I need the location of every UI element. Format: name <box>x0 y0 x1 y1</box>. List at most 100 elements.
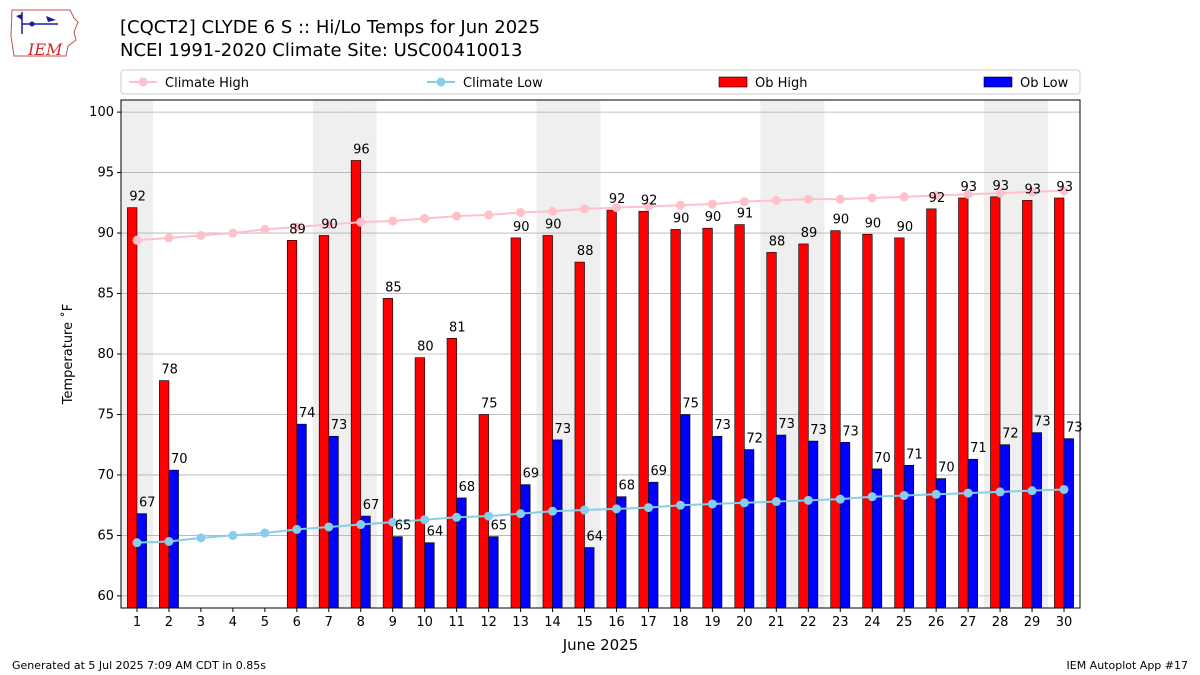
ob-low-value-label: 65 <box>395 519 412 534</box>
x-tick-label: 26 <box>928 615 945 630</box>
ob-high-bar <box>382 298 394 609</box>
ob-high-bar <box>670 229 681 609</box>
ob-high-bar <box>1022 200 1033 609</box>
ob-low-value-label: 70 <box>171 452 188 467</box>
y-tick-label: 80 <box>97 347 114 362</box>
x-tick-label: 14 <box>544 615 561 630</box>
ob-high-value-label: 90 <box>705 210 722 225</box>
climate-high-point <box>484 210 494 220</box>
x-tick-label: 29 <box>1024 615 1041 630</box>
ob-low-value-label: 74 <box>299 406 316 421</box>
ob-high-value-label: 90 <box>865 216 882 231</box>
climate-low-point <box>771 497 781 507</box>
ob-high-value-label: 89 <box>289 222 306 237</box>
ob-low-value-label: 73 <box>331 418 348 433</box>
climate-high-point <box>292 222 302 232</box>
climate-high-point <box>132 235 142 245</box>
ob-low-bar <box>776 434 787 609</box>
ob-high-bar <box>127 207 138 609</box>
x-tick-label: 23 <box>832 615 849 630</box>
ob-high-bar <box>159 380 170 609</box>
legend-swatch-ob-high <box>718 76 748 88</box>
ob-low-value-label: 67 <box>363 498 380 513</box>
ob-high-value-label: 93 <box>1056 180 1073 195</box>
x-tick-label: 9 <box>389 615 397 630</box>
climate-low-point <box>420 515 430 525</box>
climate-low-point <box>164 536 174 546</box>
ob-low-value-label: 75 <box>682 396 699 411</box>
climate-high-line <box>136 189 1065 242</box>
ob-low-bar <box>424 542 435 609</box>
ob-high-bar <box>542 235 553 609</box>
ob-high-bar <box>734 224 745 609</box>
ob-high-bar <box>1054 197 1065 609</box>
ob-low-bar <box>296 423 307 609</box>
ob-high-value-label: 78 <box>161 363 178 378</box>
climate-high-point <box>420 214 430 224</box>
ob-high-value-label: 92 <box>929 191 946 206</box>
ob-low-value-label: 67 <box>139 496 156 511</box>
ob-high-value-label: 90 <box>321 217 338 232</box>
climate-high-point <box>1059 186 1069 196</box>
climate-low-point <box>835 494 845 504</box>
x-tick-label: 3 <box>197 615 205 630</box>
y-tick-label: 95 <box>97 166 114 181</box>
ob-low-value-label: 73 <box>555 422 572 437</box>
ob-low-bar <box>328 435 339 609</box>
ob-high-bar <box>926 208 937 609</box>
x-tick-label: 21 <box>768 615 785 630</box>
ob-high-value-label: 93 <box>1024 182 1041 197</box>
ob-low-value-label: 73 <box>714 418 731 433</box>
x-tick-label: 27 <box>960 615 977 630</box>
climate-low-point <box>1059 484 1069 494</box>
climate-high-point <box>643 201 653 211</box>
legend-marker-climate-high <box>138 77 148 87</box>
ob-high-value-label: 75 <box>481 396 498 411</box>
ob-high-bar <box>478 414 489 609</box>
x-tick-label: 16 <box>608 615 625 630</box>
legend-marker-climate-low <box>436 77 446 87</box>
climate-low-point <box>643 503 653 513</box>
x-tick-label: 11 <box>448 615 465 630</box>
ob-high-value-label: 93 <box>992 179 1009 194</box>
generated-timestamp: Generated at 5 Jul 2025 7:09 AM CDT in 0… <box>12 659 266 672</box>
ob-high-bar <box>318 235 330 609</box>
legend: Climate High Climate Low Ob High Ob Low <box>120 69 1081 95</box>
climate-lines <box>132 186 1069 548</box>
ob-high-value-label: 90 <box>673 211 690 226</box>
ob-low-value-label: 70 <box>938 461 955 476</box>
legend-label-climate-high: Climate High <box>165 76 249 91</box>
climate-high-point <box>931 191 941 201</box>
ob-low-bar <box>136 513 147 609</box>
ob-high-value-label: 91 <box>737 207 754 222</box>
legend-label-ob-high: Ob High <box>755 76 808 91</box>
climate-high-point <box>771 195 781 205</box>
ob-low-value-label: 73 <box>778 417 795 432</box>
y-axis-label: Temperature ˚F <box>60 304 76 405</box>
iem-logo: IEM <box>8 6 82 60</box>
x-tick-label: 19 <box>704 615 721 630</box>
ob-low-bar <box>839 441 851 609</box>
legend-label-climate-low: Climate Low <box>463 76 543 91</box>
ob-low-bar <box>552 439 563 609</box>
climate-low-line <box>136 488 1065 544</box>
climate-low-point <box>1027 486 1037 496</box>
gridlines <box>121 111 1080 597</box>
ob-low-bar <box>616 496 627 609</box>
ob-high-bar <box>574 261 585 609</box>
legend-box <box>120 69 1081 95</box>
ob-low-value-label: 68 <box>618 479 635 494</box>
x-tick-label: 18 <box>672 615 689 630</box>
ob-high-bar <box>702 227 713 609</box>
x-tick-label: 22 <box>800 615 817 630</box>
ob-high-bar <box>350 160 362 609</box>
ob-high-value-label: 93 <box>961 180 978 195</box>
ob-high-bar <box>830 230 841 609</box>
ob-high-bar <box>606 209 617 609</box>
ob-high-value-label: 85 <box>385 280 402 295</box>
x-tick-label: 2 <box>165 615 173 630</box>
x-tick-label: 4 <box>229 615 237 630</box>
x-tick-label: 17 <box>640 615 657 630</box>
